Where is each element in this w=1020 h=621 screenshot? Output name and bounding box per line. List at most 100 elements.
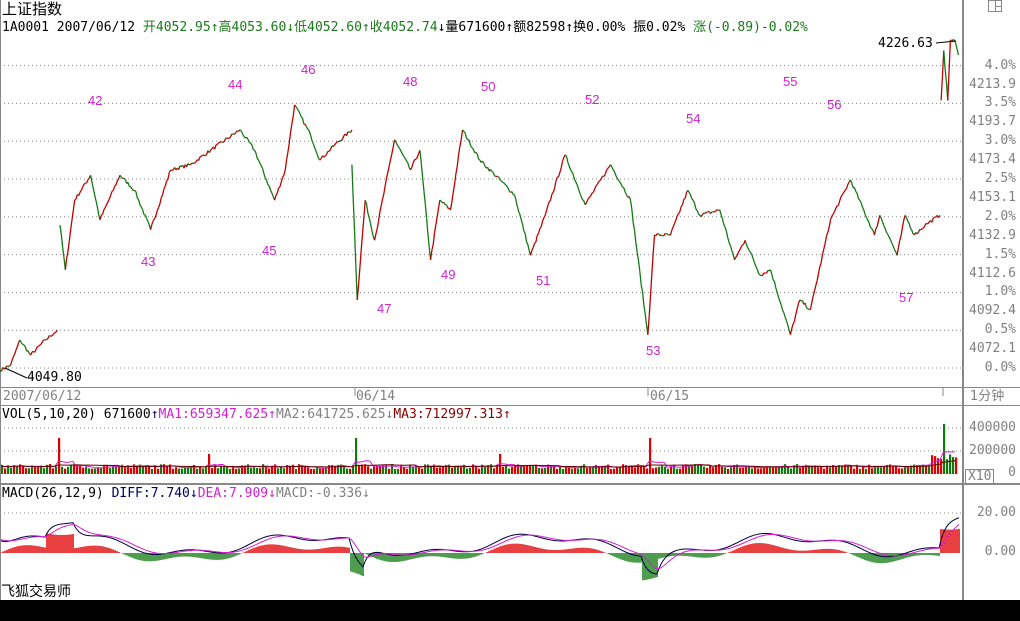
price-line-segment	[131, 188, 134, 191]
vol-scale-button[interactable]: X10	[965, 469, 995, 484]
price-line-segment	[360, 233, 364, 250]
volume-bar	[745, 466, 748, 474]
price-line-segment	[679, 206, 682, 212]
volume-bar	[580, 465, 583, 474]
volume-bar	[514, 465, 517, 474]
price-line-segment	[909, 227, 913, 231]
volume-bar	[64, 468, 67, 474]
index-title: 上证指数	[2, 0, 63, 18]
price-line-segment	[134, 189, 137, 193]
price-line-segment	[704, 211, 707, 214]
price-line-segment	[663, 233, 666, 237]
price-line-segment	[136, 197, 140, 201]
wave-label: 50	[481, 79, 496, 94]
volume-bar	[103, 465, 106, 474]
volume-bar	[451, 467, 454, 474]
volume-bar	[247, 464, 250, 474]
up-arrow-icon: ↑	[361, 20, 370, 35]
price-line-segment	[666, 232, 669, 235]
price-line-segment	[420, 162, 424, 177]
price-line-segment	[780, 304, 784, 311]
price-line-segment	[254, 149, 257, 154]
price-line-segment	[570, 169, 573, 172]
price-line-segment	[887, 233, 890, 238]
volume-bar	[421, 468, 424, 474]
price-line-segment	[200, 154, 204, 157]
layout-toggle-icon[interactable]	[988, 0, 1002, 12]
volume-bar	[28, 468, 31, 474]
volume-bar	[523, 465, 526, 474]
price-line-segment	[35, 346, 38, 350]
price-line-segment	[359, 249, 362, 268]
price-line-segment	[897, 240, 901, 248]
volume-bar	[484, 466, 487, 474]
price-line-segment	[793, 314, 797, 322]
price-line-segment	[629, 200, 633, 210]
price-line-segment	[315, 150, 318, 155]
price-line-segment	[252, 148, 255, 151]
volume-bar	[415, 465, 418, 474]
price-line-segment	[40, 340, 44, 345]
volume-bar	[487, 465, 490, 474]
volume-bar	[604, 465, 607, 474]
price-line-segment	[648, 296, 652, 317]
wave-label: 49	[441, 267, 456, 282]
price-line-segment	[692, 200, 696, 204]
volume-bar	[172, 468, 175, 474]
volume-bar	[13, 465, 16, 474]
price-line-segment	[429, 250, 433, 260]
volume-bar	[952, 457, 955, 474]
volume-bar	[520, 465, 523, 474]
price-line-segment	[51, 333, 54, 337]
volume-bar	[394, 468, 397, 474]
price-line-segment	[391, 146, 394, 154]
price-line-segment	[591, 191, 594, 194]
price-line-segment	[86, 179, 89, 183]
price-line-segment	[38, 344, 41, 347]
volume-bar	[913, 464, 916, 474]
price-line-segment	[564, 154, 568, 157]
price-line-segment	[537, 228, 541, 234]
price-line-segment	[880, 217, 884, 222]
price-line-segment	[948, 39, 952, 71]
price-line-segment	[600, 175, 604, 180]
price-line-segment	[714, 210, 717, 213]
price-line-segment	[385, 171, 389, 179]
price-line-segment	[335, 141, 338, 144]
price-line-segment	[657, 233, 661, 237]
price-line-segment	[491, 170, 494, 173]
price-line-segment	[392, 139, 396, 147]
volume-bar	[670, 466, 673, 474]
volume-bar	[697, 464, 700, 474]
volume-bar	[88, 468, 91, 474]
volume-bar	[850, 465, 853, 474]
price-line-segment	[619, 181, 622, 185]
price-line-segment	[191, 162, 194, 165]
price-line-segment	[373, 233, 377, 241]
price-line-segment	[135, 191, 138, 199]
volume-bar	[577, 468, 580, 474]
price-line-segment	[776, 291, 780, 298]
price-line-segment	[924, 222, 927, 226]
volume-bar	[40, 465, 43, 474]
volume-bar	[895, 465, 898, 474]
down-arrow-icon: ↓	[385, 407, 394, 422]
wave-label: 47	[377, 301, 392, 316]
price-line-segment	[280, 177, 284, 183]
price-axis-label: 4173.4	[969, 152, 1016, 168]
volume-bar	[466, 468, 469, 474]
price-line-segment	[599, 178, 602, 182]
price-line-segment	[689, 194, 693, 199]
price-line-segment	[114, 184, 117, 187]
volume-bar	[754, 466, 757, 474]
period-selector[interactable]: 1分钟	[970, 389, 1005, 404]
price-line-segment	[140, 206, 144, 210]
price-line-segment	[203, 154, 206, 157]
price-line-segment	[66, 251, 69, 259]
volume-bar	[811, 466, 814, 474]
price-line-segment	[279, 181, 282, 188]
volume-bar	[481, 464, 484, 474]
volume-bar	[658, 466, 661, 474]
volume-bar	[376, 466, 379, 474]
price-line-segment	[271, 193, 274, 198]
